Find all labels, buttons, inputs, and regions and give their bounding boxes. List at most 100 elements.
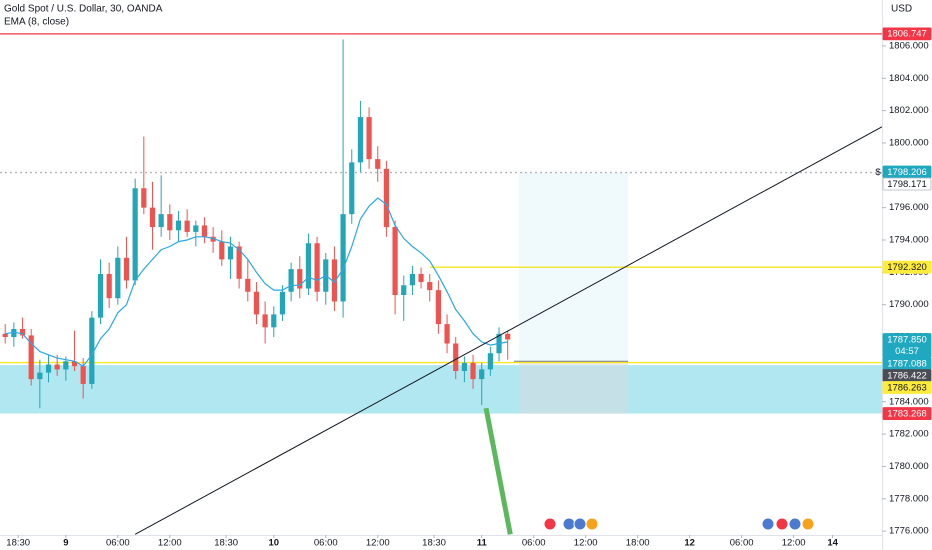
ema-line bbox=[5, 197, 508, 367]
candle-body bbox=[28, 335, 34, 380]
x-tick-label: 18:30 bbox=[422, 538, 446, 549]
x-tick-label: 18:00 bbox=[626, 538, 650, 549]
candle-body bbox=[80, 366, 86, 384]
candle-body bbox=[271, 314, 277, 328]
event-icon[interactable] bbox=[562, 517, 576, 531]
price-tag-label: 1783.268 bbox=[887, 408, 927, 419]
currency-label: USD bbox=[891, 4, 912, 15]
candle-body bbox=[184, 220, 190, 232]
candle-body bbox=[54, 364, 60, 370]
x-tick-label: 18:30 bbox=[6, 538, 30, 549]
candle-body bbox=[305, 243, 312, 289]
price-tag-label: 1787.850 bbox=[887, 334, 927, 345]
candle-body bbox=[349, 162, 355, 215]
candle-body bbox=[141, 188, 147, 208]
y-tick-label: 1804.000 bbox=[889, 73, 929, 84]
candle-body bbox=[115, 257, 121, 299]
x-tick-label: 06:00 bbox=[314, 538, 338, 549]
price-tag-label: 1806.747 bbox=[887, 29, 927, 40]
candle-body bbox=[279, 291, 286, 315]
y-tick-label: 1794.000 bbox=[889, 235, 929, 246]
event-icon[interactable] bbox=[585, 517, 599, 531]
candle-body bbox=[219, 241, 225, 260]
price-tag-label: 1798.171 bbox=[887, 179, 927, 190]
candle-body bbox=[63, 361, 69, 370]
support-zone bbox=[0, 365, 882, 414]
forecast-line bbox=[483, 407, 513, 535]
candle-body bbox=[262, 314, 268, 328]
candle-body bbox=[227, 246, 234, 260]
candle-body bbox=[331, 259, 338, 302]
y-tick-label: 1802.000 bbox=[889, 105, 929, 116]
candle-body bbox=[314, 243, 320, 292]
event-icons[interactable] bbox=[543, 517, 815, 531]
candle-body bbox=[106, 273, 112, 299]
x-tick-label: 12:00 bbox=[366, 538, 390, 549]
price-tag bbox=[882, 260, 932, 274]
event-icon[interactable] bbox=[788, 517, 802, 531]
x-tick-label: 06:00 bbox=[730, 538, 754, 549]
price-tag bbox=[882, 177, 932, 191]
candle-body bbox=[132, 188, 138, 281]
candle-body bbox=[383, 168, 390, 228]
x-tick-label: 9 bbox=[63, 538, 68, 549]
y-tick-label: 1778.000 bbox=[889, 493, 929, 504]
candle-body bbox=[444, 324, 450, 344]
event-icon[interactable] bbox=[775, 517, 789, 531]
y-tick-label: 1780.000 bbox=[889, 461, 929, 472]
price-tag bbox=[882, 407, 932, 420]
x-tick-label: 06:00 bbox=[106, 538, 130, 549]
candle-body bbox=[2, 333, 8, 338]
y-tick-label: 1790.000 bbox=[889, 299, 929, 310]
price-tag bbox=[882, 27, 932, 41]
x-tick-label: 10 bbox=[268, 538, 279, 549]
candle-body bbox=[435, 290, 442, 325]
candle-body bbox=[245, 278, 251, 292]
price-tag bbox=[882, 381, 932, 394]
x-tick-label: 18:30 bbox=[214, 538, 238, 549]
candle-body bbox=[167, 214, 173, 231]
candle-body bbox=[97, 273, 104, 318]
candle-body bbox=[401, 285, 407, 295]
x-tick-label: 12:00 bbox=[782, 538, 806, 549]
y-tick-label: 1796.000 bbox=[889, 202, 929, 213]
candle-body bbox=[158, 214, 164, 228]
candle-body bbox=[11, 328, 17, 338]
candle-body bbox=[193, 225, 199, 232]
event-icon[interactable] bbox=[573, 517, 587, 531]
position-stop bbox=[518, 361, 629, 414]
y-tick-label: 1776.000 bbox=[889, 526, 929, 537]
chart-title: Gold Spot / U.S. Dollar, 30, OANDA bbox=[4, 4, 163, 15]
event-icon[interactable] bbox=[761, 517, 775, 531]
candle-body bbox=[340, 214, 346, 302]
event-icon[interactable] bbox=[801, 517, 815, 531]
price-tag-marker: $ bbox=[875, 167, 881, 178]
candle-body bbox=[461, 362, 467, 372]
x-tick-label: 11 bbox=[477, 538, 488, 549]
candle-body bbox=[149, 207, 156, 228]
candle-body bbox=[409, 273, 416, 286]
price-tag-label: 1787.088 bbox=[887, 358, 927, 369]
y-tick-label: 1782.000 bbox=[889, 429, 929, 440]
candle-body bbox=[288, 269, 294, 292]
y-tick-label: 1784.000 bbox=[889, 396, 929, 407]
candle-body bbox=[210, 236, 216, 242]
candle-body bbox=[71, 361, 78, 367]
candle-body bbox=[297, 269, 303, 289]
event-icon[interactable] bbox=[543, 517, 557, 531]
trend-line bbox=[134, 126, 883, 535]
price-tag-label: 1792.320 bbox=[887, 262, 927, 273]
candle-body bbox=[366, 117, 372, 160]
x-tick-label: 14 bbox=[827, 538, 838, 549]
candle-body bbox=[427, 282, 433, 291]
candle-body bbox=[453, 343, 459, 372]
candle-body bbox=[418, 273, 424, 283]
x-tick-label: 06:00 bbox=[522, 538, 546, 549]
y-tick-label: 1800.000 bbox=[889, 137, 929, 148]
price-tag-countdown: 04:57 bbox=[895, 346, 919, 357]
indicator-label: EMA (8, close) bbox=[4, 17, 69, 28]
candle-body bbox=[253, 291, 260, 315]
price-tag-label: 1786.263 bbox=[887, 382, 927, 393]
candle-body bbox=[375, 159, 381, 169]
